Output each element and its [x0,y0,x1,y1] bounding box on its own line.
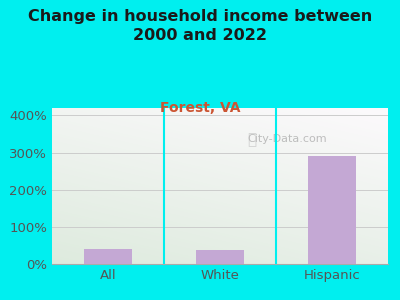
Bar [196,250,244,264]
Text: Change in household income between
2000 and 2022: Change in household income between 2000 … [28,9,372,43]
Bar [84,249,132,264]
Bar [308,156,356,264]
Text: City-Data.com: City-Data.com [247,134,327,144]
Text: Forest, VA: Forest, VA [160,100,240,115]
Text: Ⓜ: Ⓜ [247,132,256,147]
